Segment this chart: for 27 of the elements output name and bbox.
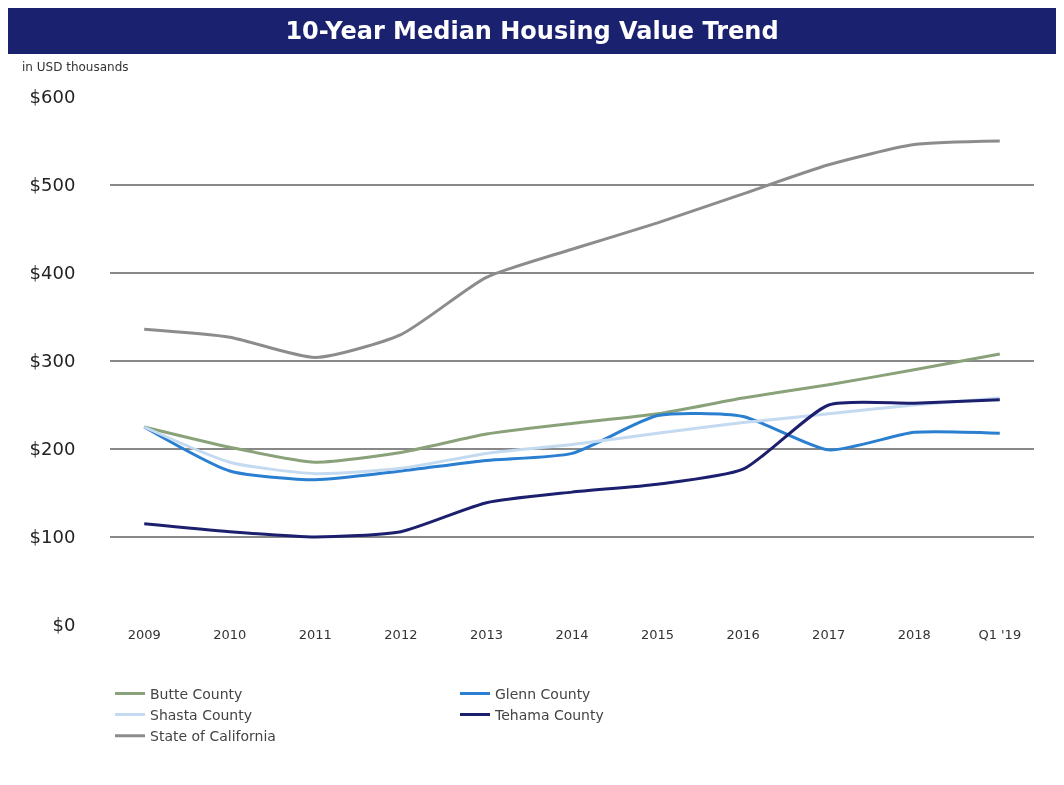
x-tick-label: 2011 [298, 627, 332, 642]
legend-label: Glenn County [495, 685, 591, 702]
chart-subtitle: in USD thousands [22, 60, 130, 74]
chart-title: 10-Year Median Housing Value Trend [8, 8, 1056, 54]
x-tick-label: 2017 [812, 627, 846, 642]
y-tick-label: $0 [52, 614, 76, 636]
y-tick-label: $100 [29, 526, 76, 548]
y-tick-label: $400 [29, 262, 76, 284]
x-tick-label: 2013 [469, 627, 503, 642]
x-tick-label: 2010 [213, 627, 247, 642]
line-series [142, 398, 1002, 539]
y-tick-label: $300 [29, 350, 76, 372]
y-tick-label: $600 [29, 86, 76, 108]
x-tick-label: 2018 [897, 627, 931, 642]
legend-label: State of California [150, 728, 276, 745]
x-tick-label: 2012 [384, 627, 418, 642]
y-tick-label: $200 [29, 438, 76, 460]
legend-label: Tehama County [494, 707, 604, 724]
x-tick-label: 2009 [127, 627, 161, 642]
x-tick-label: 2016 [726, 627, 760, 642]
legend-label: Butte County [150, 685, 243, 702]
x-tick-label: 2014 [555, 627, 589, 642]
x-tick-label: Q1 '19 [978, 627, 1022, 642]
legend-label: Shasta County [150, 707, 253, 724]
x-tick-label: 2015 [641, 627, 675, 642]
y-tick-label: $500 [29, 174, 76, 196]
line-series [142, 396, 1002, 476]
